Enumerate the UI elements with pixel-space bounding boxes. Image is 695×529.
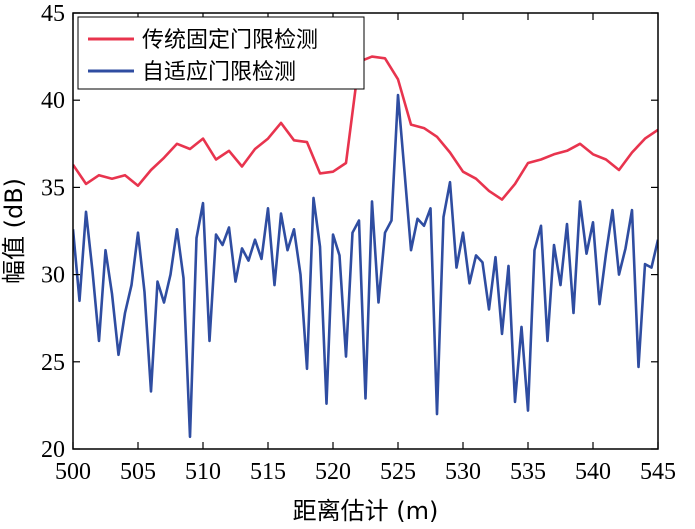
x-tick-label: 520: [315, 459, 351, 485]
x-tick-label: 540: [575, 459, 611, 485]
series-layer: [73, 55, 658, 439]
ticks-layer: 500 505 510 515 520 525 530 535 540 545 20 25 30 35 40…: [41, 1, 676, 485]
y-tick-label: 40: [41, 88, 65, 114]
x-tick-label: 530: [445, 459, 481, 485]
x-tick-label: 525: [380, 459, 416, 485]
y-tick-label: 35: [41, 175, 65, 201]
x-tick-label: 535: [510, 459, 546, 485]
y-tick-label: 30: [41, 263, 65, 289]
plot-frame: [72, 12, 659, 450]
y-tick-label: 20: [41, 437, 65, 463]
legend-box: [77, 16, 365, 90]
x-tick-label: 510: [185, 459, 221, 485]
plot-area: 500 505 510 515 520 525 530 535 540 545 20 25 30 35 40…: [41, 1, 676, 485]
x-tick-label: 545: [640, 459, 676, 485]
legend-label-fixed-threshold: 传统固定门限检测: [142, 28, 318, 53]
x-tick-label: 500: [55, 459, 91, 485]
legend: 传统固定门限检测 自适应门限检测: [77, 16, 365, 90]
x-tick-label: 515: [250, 459, 286, 485]
y-axis-label: 幅值 (dB): [0, 178, 28, 284]
y-tick-label: 25: [41, 350, 65, 376]
y-tick-label: 45: [41, 1, 65, 27]
series-line-fixed-threshold: [73, 55, 658, 201]
legend-label-adaptive-threshold: 自适应门限检测: [142, 60, 296, 85]
series-line-adaptive-threshold: [73, 93, 658, 439]
x-axis-label: 距离估计 (m): [293, 497, 439, 525]
x-tick-label: 505: [120, 459, 156, 485]
